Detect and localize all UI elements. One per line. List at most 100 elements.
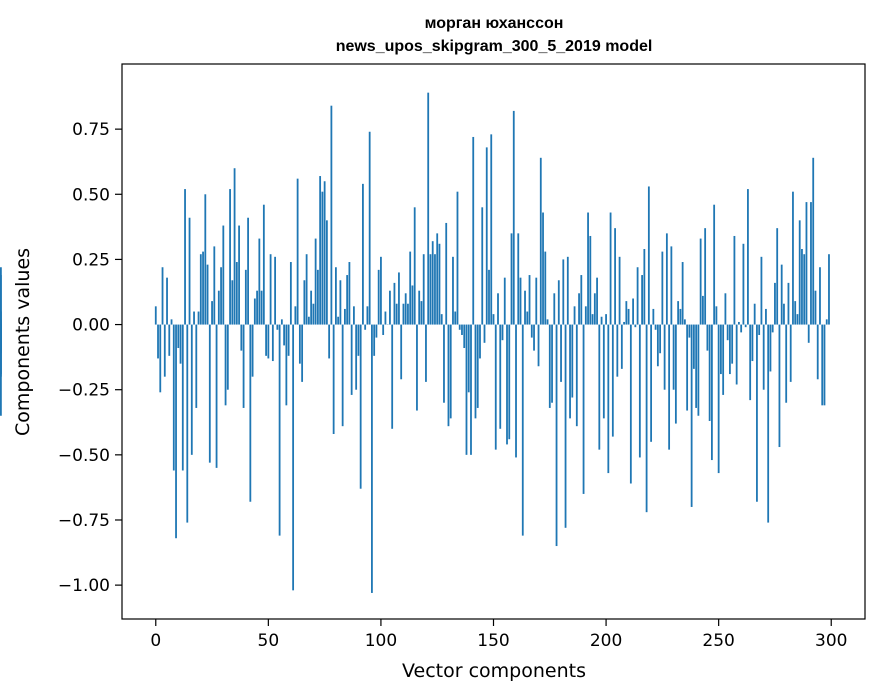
bar (310, 290, 313, 325)
bar (213, 246, 216, 325)
bar (787, 282, 790, 325)
y-tick-label: −0.75 (58, 511, 110, 531)
bar (391, 324, 394, 429)
y-tick-label: 0.25 (72, 250, 110, 270)
bar (179, 324, 182, 364)
bar (0, 324, 2, 354)
bar (233, 168, 236, 325)
bar (238, 225, 240, 325)
bar (767, 324, 770, 523)
bar (618, 256, 621, 325)
chart-title: морган юханссон (425, 15, 564, 32)
bar (816, 324, 819, 380)
bar (780, 264, 783, 325)
bar (325, 220, 328, 325)
bar (298, 324, 301, 364)
bar (382, 324, 385, 335)
bar (206, 264, 209, 325)
bar (422, 254, 425, 325)
bar (258, 238, 261, 325)
bar (609, 212, 612, 325)
bar (244, 269, 247, 325)
bar (249, 324, 252, 502)
bar (465, 324, 468, 455)
bar (393, 282, 396, 325)
bar (166, 277, 168, 325)
bar (211, 301, 213, 325)
bar (508, 324, 511, 440)
bar (375, 324, 378, 338)
bar (485, 147, 488, 325)
bar (380, 256, 382, 325)
bar (704, 228, 707, 325)
bar (596, 277, 598, 325)
bar (519, 277, 522, 325)
bar (661, 251, 664, 325)
y-tick-label: −0.25 (58, 381, 110, 401)
bar (172, 324, 175, 471)
bar (715, 306, 718, 325)
bar (276, 324, 279, 330)
bar (690, 324, 693, 507)
bar (229, 189, 231, 325)
bar (674, 324, 677, 424)
bar (564, 324, 567, 528)
bar (616, 324, 619, 377)
bar (175, 324, 177, 539)
bar (672, 324, 675, 390)
bar (512, 110, 515, 325)
bar (334, 267, 337, 325)
bar (316, 269, 319, 325)
bar (398, 272, 400, 325)
bar (359, 324, 362, 489)
bar (801, 249, 803, 325)
x-tick-label: 150 (477, 631, 509, 651)
bar (614, 228, 616, 325)
bar (515, 324, 517, 458)
bar (663, 324, 666, 390)
bar (431, 241, 434, 325)
bar (533, 324, 535, 351)
bar (769, 324, 772, 372)
bar (217, 290, 220, 325)
bar (670, 246, 673, 325)
bar (792, 191, 794, 325)
bar (537, 324, 540, 367)
bar (319, 176, 322, 325)
bar (490, 134, 493, 325)
bar (697, 324, 700, 416)
bar (733, 235, 736, 325)
bar (456, 191, 459, 325)
bar (510, 233, 513, 325)
bar (314, 238, 317, 325)
bar (771, 324, 774, 333)
bar (483, 324, 486, 343)
y-tick-label: −0.50 (58, 446, 110, 466)
bar (647, 186, 650, 325)
bar (582, 324, 585, 494)
bar (774, 282, 776, 325)
bar (600, 316, 603, 325)
bar (292, 324, 295, 591)
bar (377, 269, 380, 325)
bar (449, 324, 452, 419)
bar (650, 324, 653, 442)
x-tick-label: 200 (590, 631, 622, 651)
bar (710, 324, 713, 461)
bar (470, 324, 472, 455)
bar (400, 324, 403, 380)
bar (756, 324, 758, 502)
bar (312, 303, 315, 325)
bar (668, 324, 671, 450)
bar (632, 298, 634, 325)
bar (262, 204, 265, 325)
bar (443, 324, 445, 403)
bar (371, 324, 373, 593)
bar (353, 306, 355, 325)
bar (814, 290, 817, 325)
bar (497, 293, 499, 325)
bar (753, 303, 756, 325)
bar (343, 308, 346, 325)
bar (157, 324, 159, 359)
bar (578, 293, 580, 325)
